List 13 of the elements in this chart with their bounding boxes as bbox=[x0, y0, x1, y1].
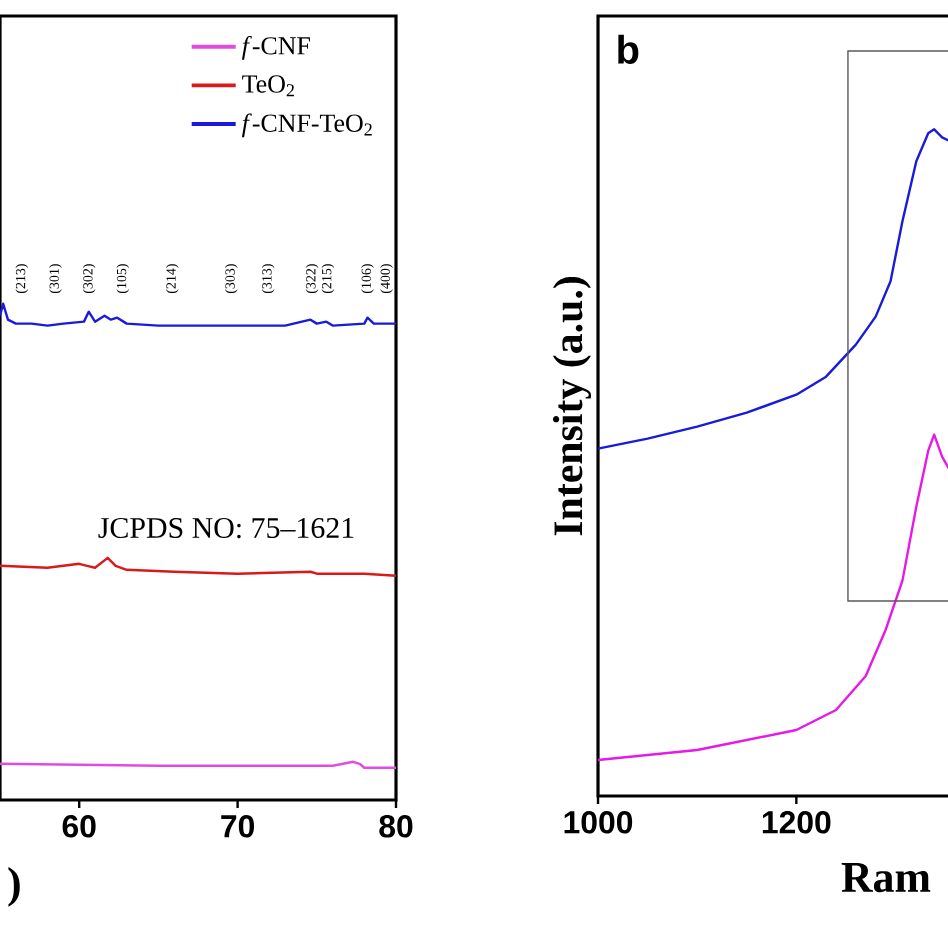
legend-label: f-CNF-TeO$_{2}$ bbox=[241, 113, 372, 138]
chart-title: b bbox=[618, 34, 639, 64]
x-axis-title: Ram bbox=[841, 863, 931, 893]
annotation: JCPDS NO: 75–1621 bbox=[98, 517, 354, 539]
x-tick-label: 1200 bbox=[762, 811, 831, 834]
y-axis-title: Intensity (a.u.) bbox=[552, 277, 592, 536]
x-tick-label: 60 bbox=[62, 815, 96, 838]
legend-label: TeO$_{2}$ bbox=[242, 75, 294, 97]
x-axis-title: ) bbox=[8, 867, 20, 907]
legend-label: f-CNF bbox=[241, 36, 310, 60]
x-tick-label: 70 bbox=[221, 815, 255, 838]
x-tick-label: 1000 bbox=[564, 811, 633, 834]
x-tick-label: 80 bbox=[379, 815, 413, 838]
